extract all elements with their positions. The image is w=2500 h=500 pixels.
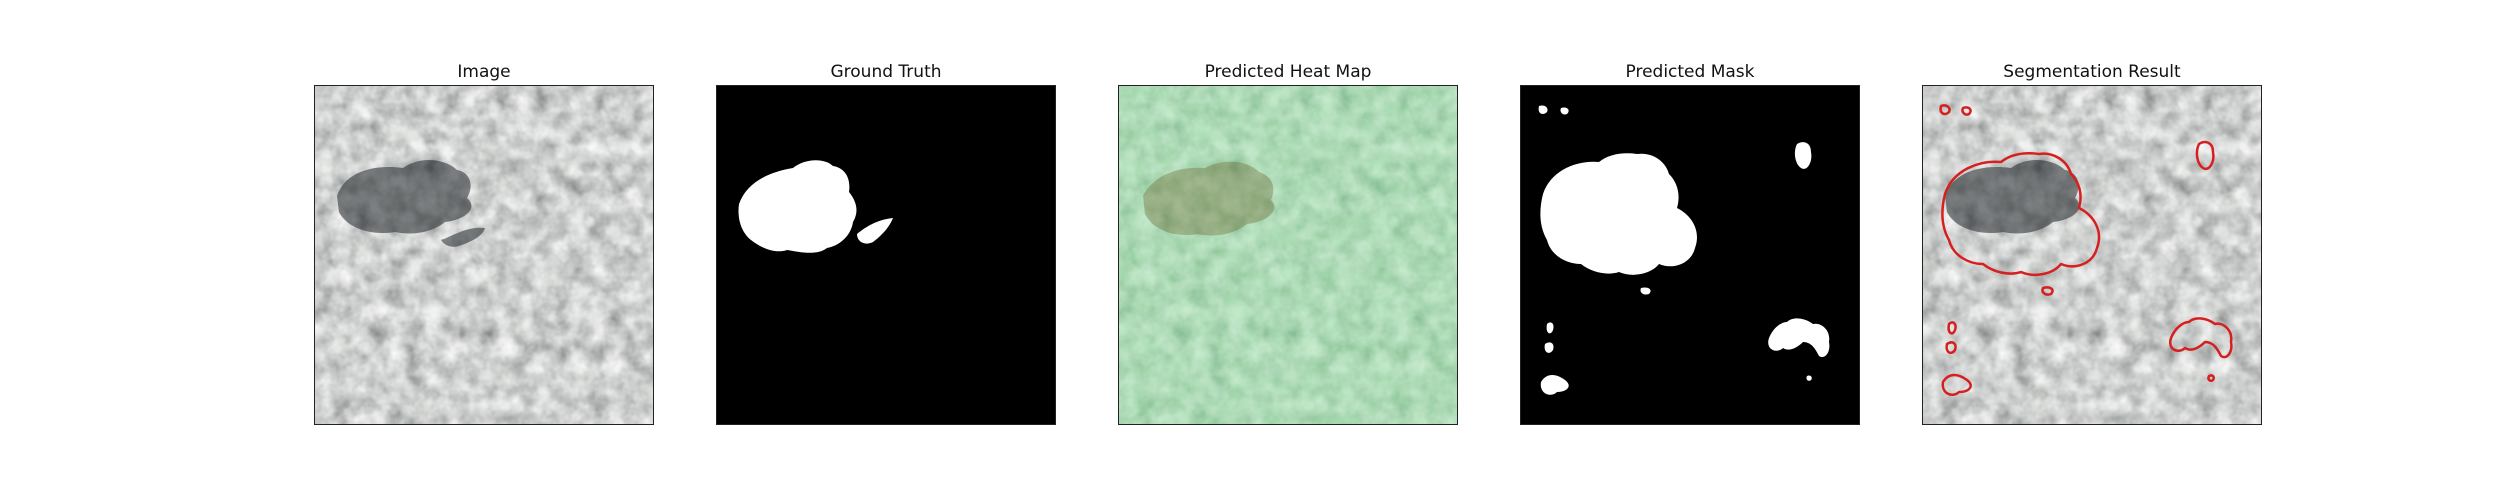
segmentation-frame [1922,85,2262,425]
panel-title-predicted-mask: Predicted Mask [1625,62,1755,82]
panel-ground-truth: Ground Truth [716,60,1056,430]
heatmap-frame [1118,85,1458,425]
panel-predicted-mask: Predicted Mask [1520,60,1860,430]
ground-truth-frame [716,85,1056,425]
panel-title-image: Image [457,62,511,82]
ground-truth-mask [717,86,1055,424]
predicted-heatmap-image [1119,86,1457,424]
panel-title-predicted-heat-map: Predicted Heat Map [1204,62,1372,82]
panel-title-ground-truth: Ground Truth [830,62,942,82]
image-frame [314,85,654,425]
panel-predicted-heat-map: Predicted Heat Map [1118,60,1458,430]
panel-title-segmentation-result: Segmentation Result [2003,62,2181,82]
predicted-mask-frame [1520,85,1860,425]
predicted-mask-image [1521,86,1859,424]
source-texture-image [315,86,653,424]
panel-image: Image [314,60,654,430]
segmentation-result-image [1923,86,2261,424]
panel-segmentation-result: Segmentation Result [1922,60,2262,430]
